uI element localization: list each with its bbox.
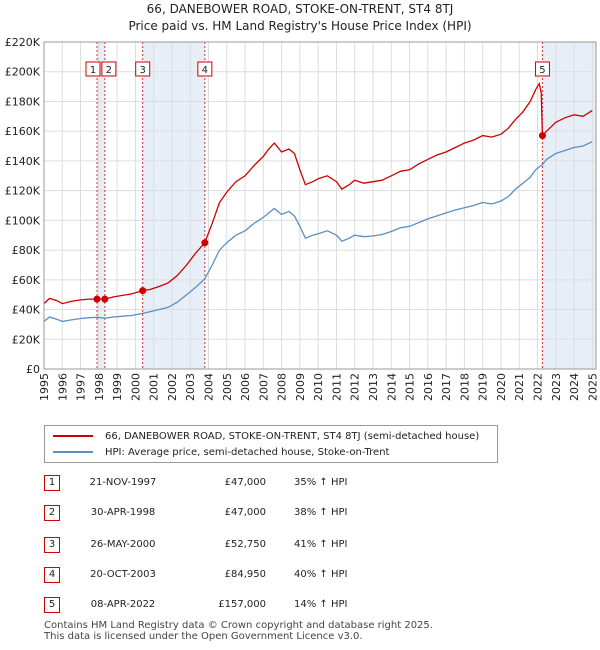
x-tick-label: 2009: [294, 373, 307, 401]
y-tick-label: £100K: [5, 214, 41, 227]
sale-point: [139, 287, 147, 295]
x-tick-label: 2016: [422, 373, 435, 401]
footer-licence: This data is licensed under the Open Gov…: [44, 631, 363, 642]
x-tick-label: 2020: [495, 373, 508, 401]
x-tick-label: 2011: [330, 373, 343, 401]
sale-number-label: 4: [202, 65, 208, 76]
sale-number-label: 3: [140, 65, 146, 76]
transaction-hpi: 35% ↑ HPI: [294, 477, 348, 488]
price-chart: £0 £20K £40K £60K £80K £100K £120K £140K £160K £1…: [5, 36, 600, 401]
transaction-price: £47,000: [224, 507, 266, 518]
legend-label-hpi: HPI: Average price, semi-detached house,…: [105, 446, 390, 458]
transaction-number: 1: [44, 475, 60, 491]
x-tick-label: 2000: [129, 373, 142, 401]
x-tick-label: 2007: [257, 373, 270, 401]
x-tick-label: 2003: [184, 373, 197, 401]
sale-point: [201, 239, 209, 247]
legend-swatch-hpi: [53, 451, 93, 453]
transaction-date: 08-APR-2022: [90, 599, 156, 610]
x-tick-label: 2010: [312, 373, 325, 401]
transaction-date: 21-NOV-1997: [89, 477, 157, 488]
x-tick-label: 2023: [550, 373, 563, 401]
x-tick-label: 2004: [203, 373, 216, 401]
highlight-span: [542, 42, 596, 369]
transaction-number: 2: [44, 505, 60, 521]
x-tick-label: 1999: [111, 373, 124, 401]
sale-number-box: [85, 61, 101, 77]
x-tick-label: 2012: [349, 373, 362, 401]
y-tick-label: £80K: [12, 244, 41, 257]
highlight-span: [97, 42, 105, 369]
x-tick-label: 2024: [568, 373, 581, 401]
transaction-number: 3: [44, 537, 60, 553]
transaction-date: 30-APR-1998: [90, 507, 156, 518]
transaction-date: 26-MAY-2000: [90, 539, 156, 550]
sale-number-box: [534, 61, 550, 77]
sale-point: [93, 295, 101, 303]
sale-number-label: 2: [106, 65, 112, 76]
y-tick-label: £0: [26, 363, 40, 376]
x-tick-label: 2015: [404, 373, 417, 401]
property-price-line: [43, 81, 593, 305]
y-tick-label: £120K: [5, 185, 41, 198]
legend-label-property: 66, DANEBOWER ROAD, STOKE-ON-TRENT, ST4 …: [105, 430, 480, 442]
y-tick-label: £60K: [12, 274, 41, 287]
hpi-line: [43, 141, 593, 323]
x-tick-label: 2017: [440, 373, 453, 401]
sale-number-label: 5: [539, 65, 545, 76]
highlight-span: [142, 42, 205, 369]
sale-point: [538, 132, 546, 140]
chart-subtitle: Price paid vs. HM Land Registry's House …: [128, 19, 472, 33]
footer-copyright: Contains HM Land Registry data © Crown c…: [44, 620, 433, 631]
transaction-number: 4: [44, 567, 60, 583]
transaction-hpi: 41% ↑ HPI: [294, 539, 348, 550]
sale-number-box: [101, 61, 117, 77]
transaction-number: 5: [44, 597, 60, 613]
sale-number-box: [197, 61, 213, 77]
transaction-price: £52,750: [224, 539, 266, 550]
legend-item-hpi: HPI: Average price, semi-detached house,…: [53, 444, 389, 460]
transaction-hpi: 40% ↑ HPI: [294, 569, 348, 580]
x-tick-label: 1996: [56, 373, 69, 401]
y-tick-label: £20K: [12, 333, 41, 346]
legend-item-property: 66, DANEBOWER ROAD, STOKE-ON-TRENT, ST4 …: [53, 428, 479, 444]
chart-title: 66, DANEBOWER ROAD, STOKE-ON-TRENT, ST4 …: [146, 2, 454, 16]
transaction-price: £47,000: [224, 477, 266, 488]
transaction-hpi: 14% ↑ HPI: [294, 599, 348, 610]
x-tick-label: 2002: [166, 373, 179, 401]
y-tick-label: £160K: [5, 125, 41, 138]
y-tick-label: £140K: [5, 155, 41, 168]
x-tick-label: 2018: [458, 373, 471, 401]
transaction-hpi: 38% ↑ HPI: [294, 507, 348, 518]
x-tick-label: 1997: [75, 373, 88, 401]
x-tick-label: 2006: [239, 373, 252, 401]
sale-number-box: [135, 61, 151, 77]
sale-number-label: 1: [90, 65, 96, 76]
y-tick-label: £220K: [5, 36, 41, 49]
x-tick-label: 2005: [221, 373, 234, 401]
x-tick-label: 2013: [367, 373, 380, 401]
legend-swatch-property: [53, 435, 93, 437]
plot-frame: [43, 41, 597, 370]
x-tick-label: 1998: [93, 373, 106, 401]
x-tick-label: 2019: [477, 373, 490, 401]
y-tick-label: £180K: [5, 95, 41, 108]
y-tick-label: £200K: [5, 66, 41, 79]
transaction-date: 20-OCT-2003: [90, 569, 156, 580]
transaction-price: £84,950: [224, 569, 266, 580]
x-tick-label: 2022: [532, 373, 545, 401]
x-tick-label: 2001: [148, 373, 161, 401]
x-tick-label: 1995: [38, 373, 51, 401]
y-tick-label: £40K: [12, 304, 41, 317]
sale-point: [101, 295, 109, 303]
chart-legend: 66, DANEBOWER ROAD, STOKE-ON-TRENT, ST4 …: [44, 425, 498, 463]
x-tick-label: 2008: [276, 373, 289, 401]
transaction-price: £157,000: [218, 599, 266, 610]
x-tick-label: 2014: [385, 373, 398, 401]
x-tick-label: 2025: [586, 373, 599, 401]
x-tick-label: 2021: [513, 373, 526, 401]
